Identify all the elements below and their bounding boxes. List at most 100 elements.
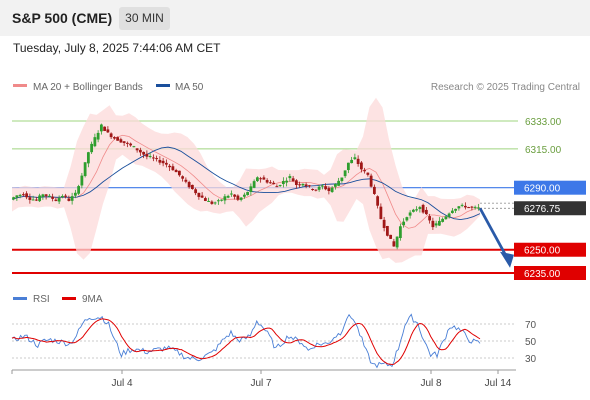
candle-body [278, 185, 282, 187]
candle-body [431, 220, 435, 228]
candle-body [96, 132, 100, 140]
candle-body [307, 185, 311, 187]
candle-body [408, 212, 412, 216]
candle-body [220, 199, 224, 201]
candle-body [275, 186, 279, 188]
candle-body [73, 192, 77, 196]
candle-body [226, 195, 230, 198]
candle-body [67, 198, 71, 201]
ma9-legend-swatch [62, 297, 76, 300]
candle-body [314, 189, 318, 191]
candle-body [93, 137, 97, 147]
rsi-tick-30: 30 [525, 354, 537, 365]
candle-body [333, 183, 337, 187]
candle-body [242, 194, 246, 197]
candle-body [200, 195, 204, 198]
candle-body [447, 213, 451, 217]
level-label-6235.00: 6235.00 [524, 269, 561, 280]
candle-body [298, 184, 302, 186]
candle-body [389, 234, 393, 239]
candle-body [437, 220, 441, 226]
candles [12, 123, 480, 250]
candle-body [77, 186, 81, 194]
candle-body [317, 186, 321, 190]
timestamp: Tuesday, July 8, 2025 7:44:06 AM CET [13, 41, 221, 55]
timeframe-button[interactable]: 30 MIN [119, 7, 170, 30]
candle-body [210, 201, 214, 204]
candle-body [184, 179, 188, 182]
candle-body [164, 162, 168, 165]
candle-body [457, 206, 461, 209]
candle-body [405, 217, 409, 221]
candle-body [21, 194, 25, 196]
legend-swatch-ma50 [156, 84, 170, 87]
header-bar: S&P 500 (CME) 30 MIN [0, 0, 590, 36]
candle-body [301, 183, 305, 186]
candle-body [135, 148, 139, 151]
candle-body [359, 162, 363, 170]
candle-body [402, 221, 406, 226]
price-label: 6276.75 [524, 204, 561, 215]
candle-body [187, 182, 191, 188]
candle-body [116, 137, 120, 141]
candle-body [109, 133, 113, 138]
candle-body [363, 170, 367, 172]
x-tick-label: Jul 4 [111, 378, 133, 389]
candle-body [467, 207, 471, 209]
candle-body [41, 194, 45, 197]
ma9-line [11, 318, 481, 365]
candle-body [12, 197, 16, 200]
candle-body [129, 143, 133, 146]
candle-body [197, 192, 201, 197]
ma50-line [11, 146, 481, 221]
candle-body [216, 200, 220, 202]
candle-body [272, 182, 276, 185]
level-box-6290.00 [514, 180, 586, 195]
candle-body [434, 223, 438, 226]
candle-body [356, 158, 360, 165]
candle-body [340, 177, 344, 182]
rsi-legend-label: RSI [33, 294, 50, 305]
candle-body [122, 141, 126, 143]
candle-body [18, 194, 22, 196]
candle-body [366, 172, 370, 175]
candle-body [259, 178, 263, 180]
candle-body [125, 142, 129, 144]
candle-body [444, 216, 448, 220]
candle-body [151, 157, 155, 159]
candle-body [415, 209, 419, 211]
candle-body [382, 219, 386, 228]
instrument-title: S&P 500 (CME) [12, 10, 113, 26]
candle-body [119, 139, 123, 143]
level-label-6333.00: 6333.00 [525, 117, 562, 128]
candle-body [411, 209, 415, 212]
rsi-legend-swatch [13, 297, 27, 300]
ma20-line [11, 134, 481, 229]
candle-body [70, 196, 74, 201]
candle-body [90, 143, 94, 153]
candle-body [132, 146, 136, 148]
candle-body [138, 149, 142, 153]
candle-body [142, 151, 146, 155]
candle-body [385, 225, 389, 236]
candle-body [398, 226, 402, 239]
candle-body [285, 180, 289, 183]
candle-body [112, 137, 116, 139]
candle-body [80, 175, 84, 186]
candle-body [428, 216, 432, 221]
legend-swatch-ma20 [13, 84, 27, 87]
candle-body [463, 205, 467, 208]
x-tick-label: Jul 14 [485, 378, 512, 389]
candle-body [106, 129, 110, 133]
candle-body [262, 177, 266, 180]
forecast-arrow-shaft [478, 207, 509, 259]
candle-body [223, 196, 227, 201]
candle-body [372, 186, 376, 194]
source-credit: Research © 2025 Trading Central [431, 82, 580, 93]
legend-ma20-label: MA 20 + Bollinger Bands [33, 82, 143, 93]
candle-body [213, 202, 217, 204]
candle-body [450, 210, 454, 214]
candle-body [28, 197, 32, 200]
candle-body [171, 166, 175, 171]
candle-body [470, 206, 474, 208]
